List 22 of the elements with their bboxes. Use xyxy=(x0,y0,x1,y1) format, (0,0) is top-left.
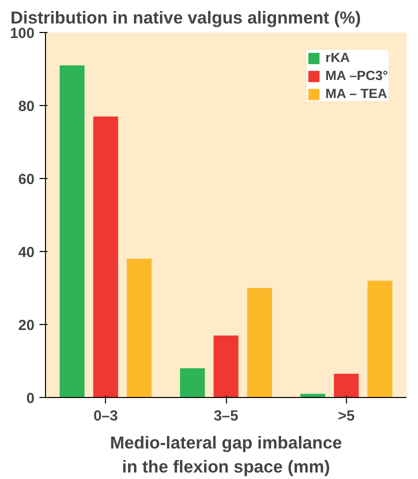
y-tick-label: 100 xyxy=(10,26,35,42)
y-tick-label: 40 xyxy=(18,245,35,261)
x-axis-title: Medio-lateral gap imbalance in the flexion space (mm) xyxy=(110,432,342,476)
x-tick-label: >5 xyxy=(338,408,355,424)
bar xyxy=(214,335,238,398)
y-tick-label: 20 xyxy=(18,318,35,334)
y-tick-label: 0 xyxy=(26,391,35,407)
bar xyxy=(126,258,152,398)
x-tick-label: 0–3 xyxy=(93,408,118,424)
x-tick-label: 3–5 xyxy=(214,408,238,424)
legend-label: MA – TEA xyxy=(325,86,388,101)
bar xyxy=(60,65,85,398)
y-tick-label: 60 xyxy=(18,172,35,188)
bar xyxy=(180,368,205,398)
bar xyxy=(334,374,359,398)
bar xyxy=(367,280,392,398)
chart-title: Distribution in native valgus alignment (%) xyxy=(10,8,361,28)
bar xyxy=(93,116,118,398)
bar xyxy=(247,288,272,398)
legend-label: rKA xyxy=(325,50,350,65)
legend-label: MA –PC3° xyxy=(325,68,388,83)
y-tick-label: 80 xyxy=(18,99,35,115)
